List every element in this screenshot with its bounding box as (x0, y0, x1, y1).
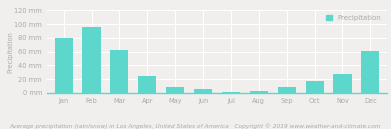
Bar (305, 81, 324, 93)
Bar (334, 74, 352, 93)
Text: Average precipitation (rain/snow) in Los Angeles, United States of America   Cop: Average precipitation (rain/snow) in Los… (10, 123, 381, 129)
Bar (250, 91, 268, 93)
Legend: Precipitation: Precipitation (323, 12, 384, 24)
Bar (278, 87, 296, 93)
Bar (83, 27, 100, 93)
Bar (194, 89, 212, 93)
Bar (55, 38, 73, 93)
Bar (138, 76, 156, 93)
Bar (110, 50, 129, 93)
Bar (361, 51, 379, 93)
Y-axis label: Precipitation: Precipitation (7, 31, 13, 72)
Bar (222, 91, 240, 93)
Bar (166, 87, 184, 93)
